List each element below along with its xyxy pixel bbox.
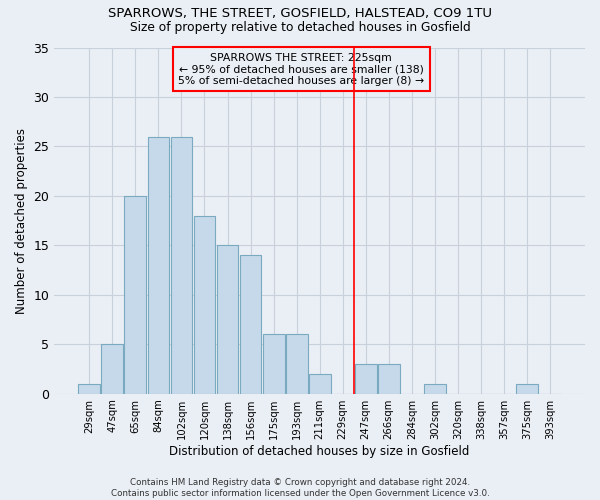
Bar (309, 374, 331, 394)
Text: SPARROWS THE STREET: 225sqm
← 95% of detached houses are smaller (138)
5% of sem: SPARROWS THE STREET: 225sqm ← 95% of det… (178, 52, 424, 86)
Bar (79, 384, 100, 394)
Bar (124, 196, 146, 394)
Bar (170, 136, 193, 394)
Text: Size of property relative to detached houses in Gosfield: Size of property relative to detached ho… (130, 21, 470, 34)
Bar (263, 334, 284, 394)
Text: Contains HM Land Registry data © Crown copyright and database right 2024.
Contai: Contains HM Land Registry data © Crown c… (110, 478, 490, 498)
Bar (217, 246, 238, 394)
Y-axis label: Number of detached properties: Number of detached properties (15, 128, 28, 314)
Bar (148, 136, 169, 394)
Bar (101, 344, 124, 394)
Bar (378, 364, 400, 394)
Text: SPARROWS, THE STREET, GOSFIELD, HALSTEAD, CO9 1TU: SPARROWS, THE STREET, GOSFIELD, HALSTEAD… (108, 8, 492, 20)
Bar (286, 334, 308, 394)
X-axis label: Distribution of detached houses by size in Gosfield: Distribution of detached houses by size … (169, 444, 470, 458)
Bar (355, 364, 377, 394)
Bar (194, 216, 215, 394)
Bar (424, 384, 446, 394)
Bar (516, 384, 538, 394)
Bar (239, 255, 262, 394)
